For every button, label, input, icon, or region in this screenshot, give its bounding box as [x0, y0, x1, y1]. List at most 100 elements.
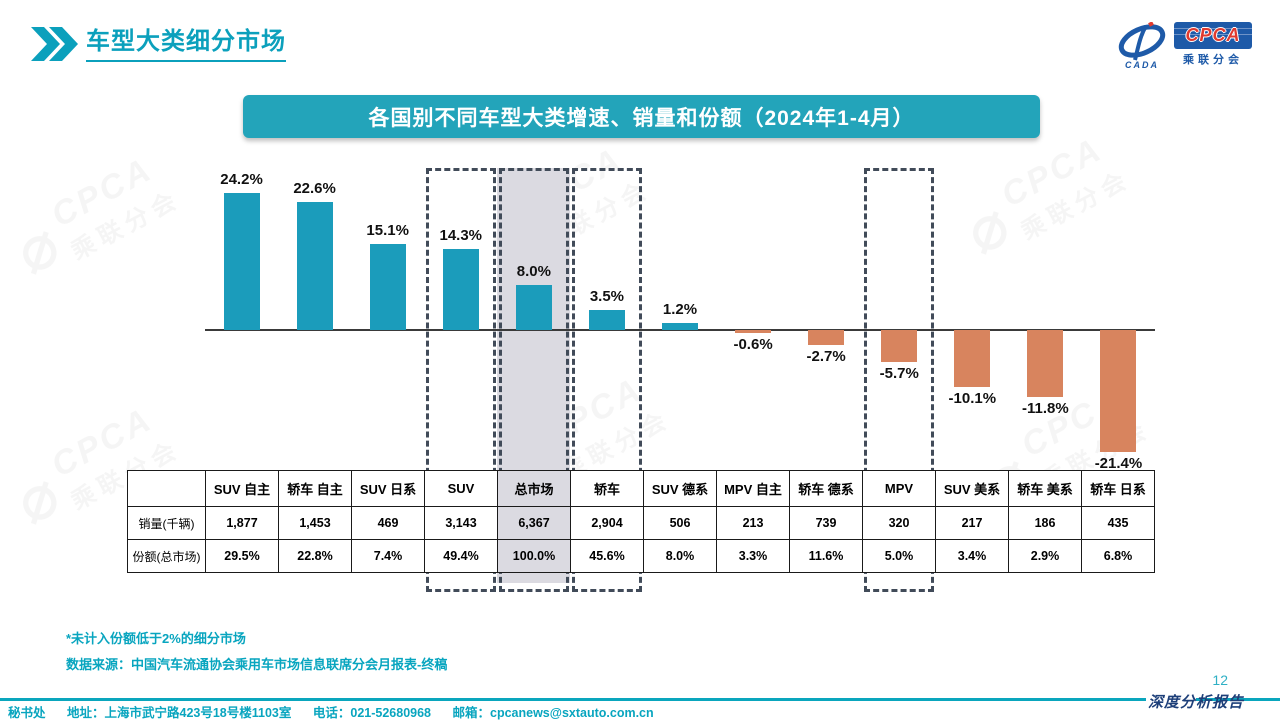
- table-header-cell-5: 轿车: [570, 470, 644, 507]
- table-header-cell-11: 轿车 美系: [1008, 470, 1082, 507]
- footnote-share-threshold: *未计入份额低于2%的细分市场: [66, 631, 246, 646]
- growth-label-0: 24.2%: [220, 170, 263, 188]
- growth-label-3: 14.3%: [439, 226, 483, 244]
- footnote-data-source: 数据来源：中国汽车流通协会乘用车市场信息联席分会月报表-终稿: [66, 657, 448, 672]
- table-cell: 435: [1081, 506, 1155, 540]
- report-series-label: 深度分析报告: [1148, 695, 1245, 711]
- table-cell: 22.8%: [278, 539, 352, 573]
- cpca-logo: CADA CPCA 乘联分会: [1116, 22, 1252, 70]
- chart-title-banner: 各国别不同车型大类增速、销量和份额（2024年1-4月）: [243, 95, 1040, 138]
- table-cell: 469: [351, 506, 425, 540]
- growth-label-1: 22.6%: [293, 179, 336, 197]
- table-row-0: 销量(千辆) 1,877 1,453 469 3,143 6,367 2,904 506 213…: [127, 506, 1155, 540]
- growth-bar-2: [369, 244, 406, 330]
- growth-bar-0: [223, 192, 260, 330]
- growth-bar-8: [808, 330, 845, 346]
- page-title: 车型大类细分市场: [86, 27, 286, 62]
- footer-secretariat: 秘书处: [8, 706, 46, 720]
- footer-divider-left: [0, 698, 1146, 701]
- table-cell: 11.6%: [789, 539, 863, 573]
- table-cell: 1,877: [205, 506, 279, 540]
- slide-header: 车型大类细分市场: [30, 26, 286, 62]
- growth-bar-7: [735, 330, 772, 334]
- data-table-wrap: SUV 自主 轿车 自主 SUV 日系 SUV 总市场 轿车 SUV 德系 MPV 自主 轿车 …: [127, 470, 1155, 573]
- growth-bar-6: [662, 323, 698, 330]
- chart-title: 各国别不同车型大类增速、销量和份额（2024年1-4月）: [368, 106, 915, 130]
- growth-bar-1: [296, 201, 333, 330]
- table-header-cell-12: 轿车 日系: [1081, 470, 1155, 507]
- cpca-logo-swoosh: CADA: [1116, 22, 1168, 70]
- table-header-cell-10: SUV 美系: [935, 470, 1009, 507]
- table-header-cell-6: SUV 德系: [643, 470, 717, 507]
- data-table: SUV 自主 轿车 自主 SUV 日系 SUV 总市场 轿车 SUV 德系 MPV 自主 轿车 …: [127, 470, 1155, 573]
- page-number: 12: [1212, 672, 1228, 688]
- growth-label-8: -2.7%: [806, 348, 846, 366]
- table-header-cell-8: 轿车 德系: [789, 470, 863, 507]
- table-cell: 186: [1008, 506, 1082, 540]
- table-cell: 3.4%: [935, 539, 1009, 573]
- growth-bar-4: [515, 284, 552, 330]
- table-row-label-0: 销量(千辆): [127, 506, 206, 540]
- footer-email: 邮箱：cpcanews@sxtauto.com.cn: [452, 706, 654, 720]
- dashed-highlight-box-9: [864, 168, 935, 592]
- footnotes: *未计入份额低于2%的细分市场 数据来源：中国汽车流通协会乘用车市场信息联席分会…: [66, 626, 447, 678]
- table-header-cell-4: 总市场: [497, 470, 571, 507]
- table-cell: 5.0%: [862, 539, 936, 573]
- table-cell: 320: [862, 506, 936, 540]
- table-cell: 3.3%: [716, 539, 790, 573]
- dashed-highlight-box-5: [571, 168, 642, 592]
- growth-label-9: -5.7%: [879, 365, 919, 383]
- growth-bar-5: [588, 310, 625, 330]
- table-header-cell-3: SUV: [424, 470, 498, 507]
- dashed-highlight-box-3: [425, 168, 496, 592]
- growth-bar-3: [442, 248, 479, 330]
- table-cell: 2,904: [570, 506, 644, 540]
- growth-bar-11: [1027, 330, 1064, 398]
- growth-bar-10: [954, 330, 991, 388]
- footer-contact: 秘书处 地址：上海市武宁路423号18号楼1103室 电话：021-526809…: [8, 702, 654, 720]
- table-header-cell-7: MPV 自主: [716, 470, 790, 507]
- table-header-row: SUV 自主 轿车 自主 SUV 日系 SUV 总市场 轿车 SUV 德系 MPV 自主 轿车 …: [127, 470, 1155, 507]
- swoosh-ellipse-icon: [1118, 22, 1166, 61]
- footer-phone: 电话：021-52680968: [312, 706, 432, 720]
- growth-label-5: 3.5%: [589, 288, 625, 306]
- cpca-logo-text: CPCA 乘联分会: [1174, 22, 1252, 67]
- table-row-label-1: 份额(总市场): [127, 539, 206, 573]
- table-header-cell-0: SUV 自主: [205, 470, 279, 507]
- table-header-cell-1: 轿车 自主: [278, 470, 352, 507]
- growth-bar-9: [881, 330, 918, 363]
- double-chevron-icon: [31, 27, 78, 61]
- table-cell: 6.8%: [1081, 539, 1155, 573]
- growth-label-11: -11.8%: [1022, 400, 1069, 418]
- growth-label-7: -0.6%: [733, 336, 773, 354]
- table-cell: 45.6%: [570, 539, 644, 573]
- footer-address: 地址：上海市武宁路423号18号楼1103室: [67, 706, 292, 720]
- table-cell: 1,453: [278, 506, 352, 540]
- table-cell: 6,367: [497, 506, 571, 540]
- cpca-label: CPCA: [1185, 25, 1241, 45]
- table-header-cell-2: SUV 日系: [351, 470, 425, 507]
- growth-label-12: -21.4%: [1094, 454, 1143, 472]
- table-corner-cell: [127, 470, 206, 507]
- growth-label-6: 1.2%: [662, 301, 698, 319]
- table-cell: 2.9%: [1008, 539, 1082, 573]
- table-cell: 49.4%: [424, 539, 498, 573]
- table-cell: 506: [643, 506, 717, 540]
- growth-label-10: -10.1%: [948, 390, 997, 408]
- growth-label-2: 15.1%: [366, 222, 409, 240]
- dashed-highlight-box-4: [498, 168, 569, 592]
- table-row-1: 份额(总市场) 29.5% 22.8% 7.4% 49.4% 100.0% 45.6% 8.0…: [127, 539, 1155, 573]
- table-cell: 8.0%: [643, 539, 717, 573]
- growth-bar-12: [1100, 330, 1137, 452]
- table-header-cell-9: MPV: [862, 470, 936, 507]
- cpca-box: CPCA: [1174, 22, 1252, 49]
- cpca-subtitle: 乘联分会: [1183, 54, 1243, 66]
- zero-axis-line: [205, 329, 1155, 331]
- table-cell: 217: [935, 506, 1009, 540]
- table-cell: 213: [716, 506, 790, 540]
- cada-label: CADA: [1125, 60, 1159, 70]
- table-cell: 739: [789, 506, 863, 540]
- table-cell: 29.5%: [205, 539, 279, 573]
